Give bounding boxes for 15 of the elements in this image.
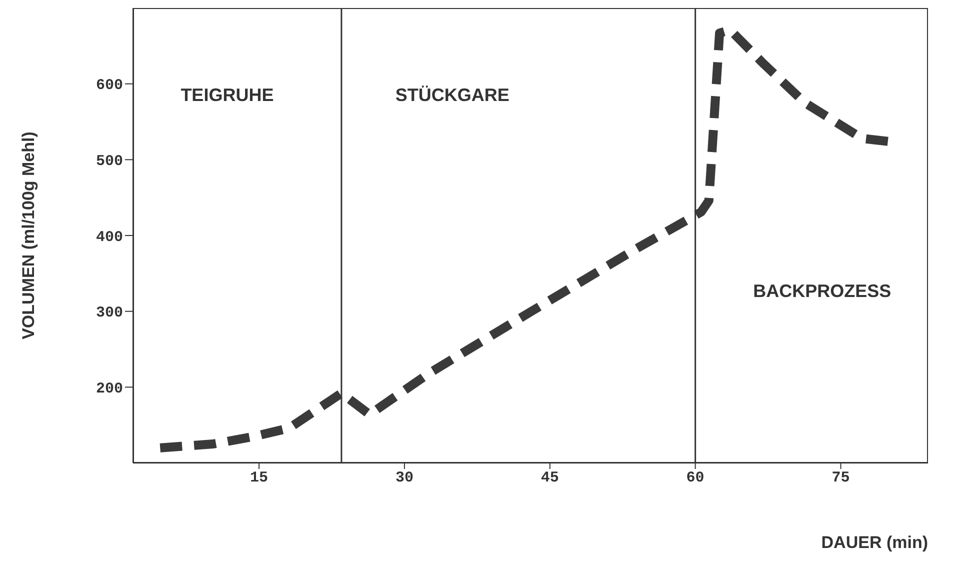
- y-tick-label: 200: [96, 380, 123, 398]
- x-tick-label: 15: [250, 470, 268, 487]
- y-tick-label: 400: [96, 228, 123, 246]
- x-tick-label: 75: [832, 470, 850, 487]
- annotation: TEIGRUHE: [180, 85, 274, 106]
- annotation: BACKPROZESS: [753, 281, 892, 302]
- annotation: STÜCKGARE: [395, 85, 510, 106]
- y-tick-label: 500: [96, 152, 123, 170]
- x-tick-label: 60: [686, 470, 704, 487]
- x-axis-title: DAUER (min): [821, 533, 928, 552]
- x-tick-label: 30: [395, 470, 414, 487]
- y-tick-label: 300: [96, 304, 123, 322]
- x-tick-label: 45: [540, 470, 559, 487]
- y-axis-title: VOLUMEN (ml/100g Mehl): [19, 132, 38, 340]
- y-tick-label: 600: [96, 77, 123, 94]
